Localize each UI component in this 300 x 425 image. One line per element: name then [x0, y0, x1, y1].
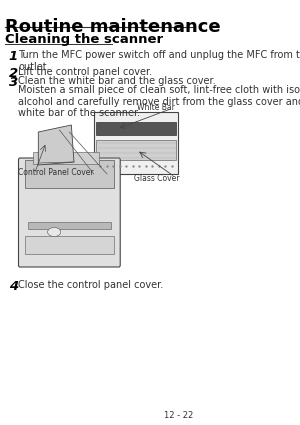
- Text: 12 - 22: 12 - 22: [164, 411, 193, 420]
- Polygon shape: [38, 125, 74, 165]
- Text: Close the control panel cover.: Close the control panel cover.: [19, 280, 164, 290]
- Text: Clean the white bar and the glass cover.: Clean the white bar and the glass cover.: [19, 76, 216, 86]
- Text: Lift the control panel cover.: Lift the control panel cover.: [19, 67, 153, 77]
- Text: Turn the MFC power switch off and unplug the MFC from the AC
outlet.: Turn the MFC power switch off and unplug…: [19, 50, 300, 71]
- Text: Cleaning the scanner: Cleaning the scanner: [5, 33, 164, 46]
- Bar: [94, 112, 178, 174]
- Text: White Bar: White Bar: [137, 103, 175, 112]
- Text: Control Panel Cover: Control Panel Cover: [19, 168, 94, 177]
- Text: Glass Cover: Glass Cover: [134, 174, 180, 183]
- Text: 1: 1: [9, 50, 18, 63]
- Bar: [96, 140, 176, 160]
- Text: 4: 4: [9, 280, 18, 293]
- FancyBboxPatch shape: [19, 158, 120, 267]
- Text: Routine maintenance: Routine maintenance: [5, 18, 221, 36]
- Bar: [33, 152, 99, 164]
- Text: 2: 2: [9, 67, 18, 80]
- Ellipse shape: [48, 227, 61, 236]
- Text: Moisten a small piece of clean soft, lint-free cloth with isopropyl
alcohol and : Moisten a small piece of clean soft, lin…: [19, 85, 300, 118]
- Bar: [96, 122, 176, 135]
- Text: 3: 3: [9, 76, 18, 89]
- Bar: [28, 222, 111, 229]
- Bar: [25, 160, 114, 188]
- Bar: [25, 236, 114, 254]
